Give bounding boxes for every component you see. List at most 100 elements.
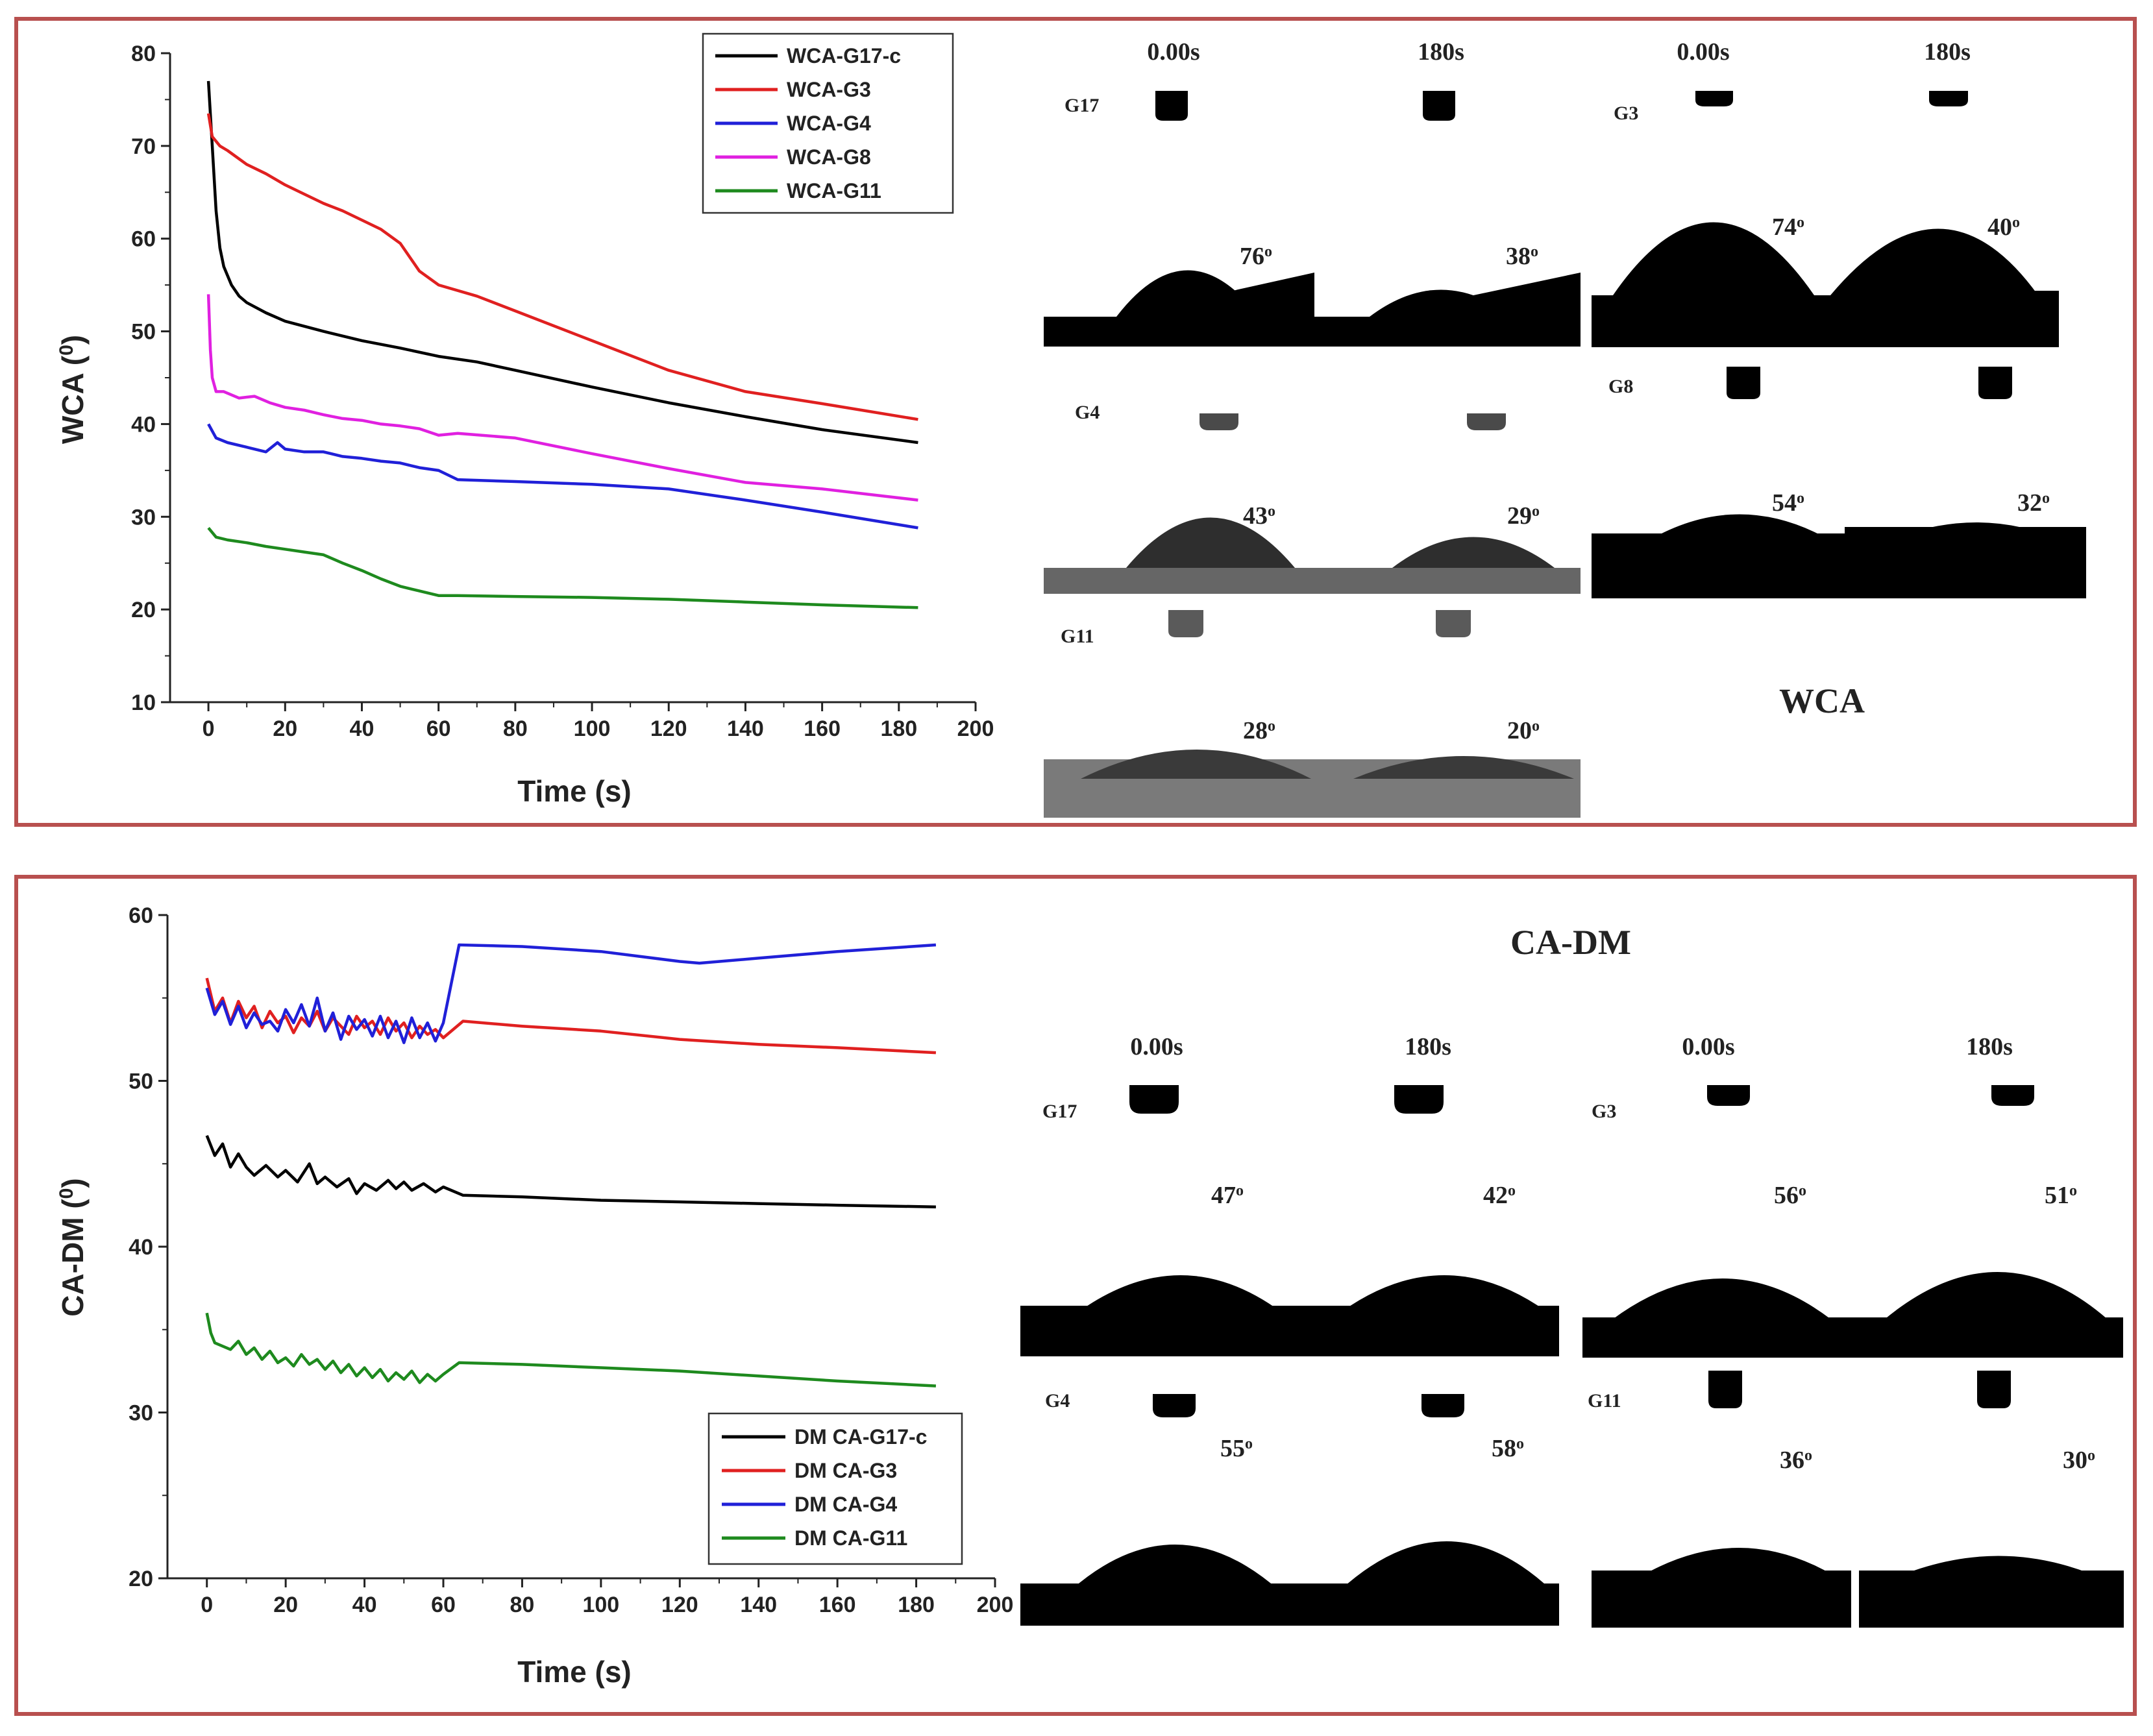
series-line-wca-g17-c	[206, 80, 918, 445]
wca-y-tick-label: 30	[131, 505, 156, 530]
ca-dm-g3-droplet-start	[1606, 1278, 1837, 1324]
wca-g4-droplet-end	[1392, 537, 1555, 568]
ca-dm-panel-title: CA-DM	[1510, 923, 1631, 962]
ca-dm-g17-needle-start	[1129, 1085, 1179, 1114]
wca-sample-label-g8: G8	[1608, 376, 1633, 397]
wca-g3-droplet-end	[1830, 228, 2038, 295]
ca-dm-x-tick-label: 60	[431, 1593, 456, 1617]
wca-g8-angle-start: 54o	[1772, 489, 1804, 517]
series-line-dm-ca-g17-c	[205, 1134, 936, 1208]
ca-dm-g11-needle-end	[1977, 1371, 2011, 1408]
wca-g4-angle-start: 43o	[1243, 502, 1275, 530]
ca-dm-g3-photo-pair: G3 56o 51o	[1582, 1085, 2123, 1358]
ca-dm-y-axis-title: CA-DM (0)	[56, 1178, 90, 1316]
wca-g4-substrate-end	[1314, 568, 1581, 594]
wca-g3-angle-end: 40o	[1987, 214, 2020, 241]
wca-g8-angle-end: 32o	[2017, 489, 2050, 517]
ca-dm-g4-substrate-start	[1020, 1583, 1292, 1626]
ca-dm-g4-angle-start: 55o	[1220, 1435, 1253, 1462]
wca-g3-angle-start: 74o	[1772, 214, 1804, 241]
ca-dm-g4-droplet-end	[1340, 1541, 1551, 1590]
ca-dm-sample-label-g17: G17	[1042, 1101, 1077, 1122]
wca-g4-photo-pair: G4 43o 29o	[1044, 402, 1581, 594]
wca-x-tick-label: 20	[273, 716, 297, 741]
ca-dm-g17-needle-end	[1394, 1085, 1444, 1114]
wca-time-label-1: 0.00s	[1147, 38, 1200, 66]
ca-dm-g11-droplet-start	[1629, 1548, 1847, 1583]
wca-g11-angle-start: 28o	[1243, 717, 1275, 744]
ca-dm-g3-substrate-start	[1582, 1317, 1858, 1358]
wca-g11-droplet-start	[1081, 750, 1311, 779]
ca-dm-y-tick-label: 50	[129, 1070, 153, 1094]
ca-dm-y-tick-label: 60	[129, 903, 153, 928]
ca-dm-x-tick-label: 40	[352, 1593, 377, 1617]
wca-g17-angle-start: 76o	[1240, 243, 1272, 270]
wca-g17-droplet-start	[1116, 270, 1259, 317]
ca-dm-photo-grid: CA-DM 0.00s 180s 0.00s 180s G17 47o 42o …	[1020, 923, 2124, 1628]
ca-dm-x-tick-label: 100	[582, 1593, 619, 1617]
legend-label-wca-g4: WCA-G4	[787, 112, 871, 135]
wca-legend: WCA-G17-c WCA-G3 WCA-G4 WCA-G8 WCA-G11	[702, 32, 954, 214]
wca-g3-substrate-start	[1592, 295, 1835, 347]
ca-dm-g3-needle-end	[1991, 1085, 2034, 1106]
wca-g17-needle-start	[1155, 91, 1188, 121]
legend-label-wca-g3: WCA-G3	[787, 78, 871, 101]
legend-label-wca-g8: WCA-G8	[787, 145, 871, 169]
ca-dm-x-tick-label: 80	[510, 1593, 535, 1617]
series-line-wca-g8	[206, 294, 918, 502]
ca-dm-g4-photo-pair: G4 55o 58o	[1020, 1390, 1559, 1626]
ca-dm-g11-angle-start: 36o	[1780, 1447, 1812, 1474]
wca-g17-substrate-end	[1314, 317, 1581, 347]
wca-y-tick-label: 50	[131, 320, 156, 345]
wca-sample-label-g4: G4	[1075, 402, 1100, 423]
wca-g8-droplet-end	[1869, 522, 2077, 548]
ca-dm-x-tick-label: 160	[819, 1593, 856, 1617]
wca-g11-angle-end: 20o	[1507, 717, 1540, 744]
ca-dm-g4-substrate-end	[1292, 1583, 1559, 1626]
wca-g8-droplet-start	[1636, 514, 1843, 548]
ca-dm-series-group	[205, 943, 937, 1388]
series-line-wca-g11	[207, 526, 918, 609]
wca-series-group	[206, 80, 918, 609]
ca-dm-g17-angle-end: 42o	[1483, 1182, 1516, 1209]
ca-dm-g17-droplet-end	[1334, 1275, 1555, 1317]
ca-dm-g4-angle-end: 58o	[1492, 1435, 1524, 1462]
wca-g11-needle-start	[1168, 610, 1203, 637]
ca-dm-x-axis-title: Time (s)	[517, 1655, 632, 1689]
ca-dm-x-tick-label: 180	[898, 1593, 935, 1617]
wca-g4-angle-end: 29o	[1507, 502, 1540, 530]
legend-label-dm-ca-g11: DM CA-G11	[794, 1526, 907, 1550]
wca-y-tick-label: 10	[131, 691, 156, 715]
wca-sample-label-g3: G3	[1614, 103, 1638, 124]
ca-dm-x-tick-label: 0	[201, 1593, 213, 1617]
wca-g17-substrate-start	[1044, 317, 1314, 347]
wca-chart: 0 20 40 60 80 100 120 140 160 180 200 10 20 30 40 50 60 7…	[56, 32, 994, 808]
wca-x-tick-label: 40	[350, 716, 375, 741]
wca-x-tick-label: 100	[574, 716, 611, 741]
wca-x-tick-label: 80	[503, 716, 528, 741]
wca-g11-droplet-end	[1353, 756, 1574, 779]
ca-dm-g3-needle-start	[1707, 1085, 1750, 1106]
wca-y-tick-label: 60	[131, 227, 156, 252]
wca-g3-needle-end	[1929, 91, 1968, 106]
wca-y-tick-label: 40	[131, 412, 156, 437]
series-line-dm-ca-g4	[205, 943, 937, 1044]
ca-dm-g11-angle-end: 30o	[2063, 1447, 2095, 1474]
ca-dm-ticks: 0 20 40 60 80 100 120 140 160 180 200 20 30 40 50 60	[129, 903, 1013, 1617]
ca-dm-g3-angle-start: 56o	[1774, 1182, 1806, 1209]
wca-time-label-2: 180s	[1418, 38, 1464, 66]
ca-dm-g11-droplet-end	[1882, 1556, 2113, 1583]
ca-dm-legend: DM CA-G17-c DM CA-G3 DM CA-G4 DM CA-G11	[707, 1412, 963, 1565]
wca-y-axis-title: WCA (0)	[56, 335, 90, 444]
legend-label-dm-ca-g17-c: DM CA-G17-c	[794, 1425, 927, 1449]
ca-dm-g4-droplet-start	[1071, 1545, 1279, 1590]
wca-g4-needle-end	[1467, 413, 1506, 430]
series-line-wca-g4	[207, 423, 918, 530]
wca-g11-photo-pair: G11 28o 20o	[1044, 610, 1581, 818]
wca-g8-needle-start	[1727, 367, 1760, 399]
wca-y-tick-label: 20	[131, 598, 156, 622]
wca-x-tick-label: 160	[804, 716, 841, 741]
wca-x-tick-label: 0	[203, 716, 215, 741]
wca-sample-label-g11: G11	[1061, 626, 1094, 647]
ca-dm-g11-photo-pair: G11 36o 30o	[1588, 1371, 2124, 1628]
